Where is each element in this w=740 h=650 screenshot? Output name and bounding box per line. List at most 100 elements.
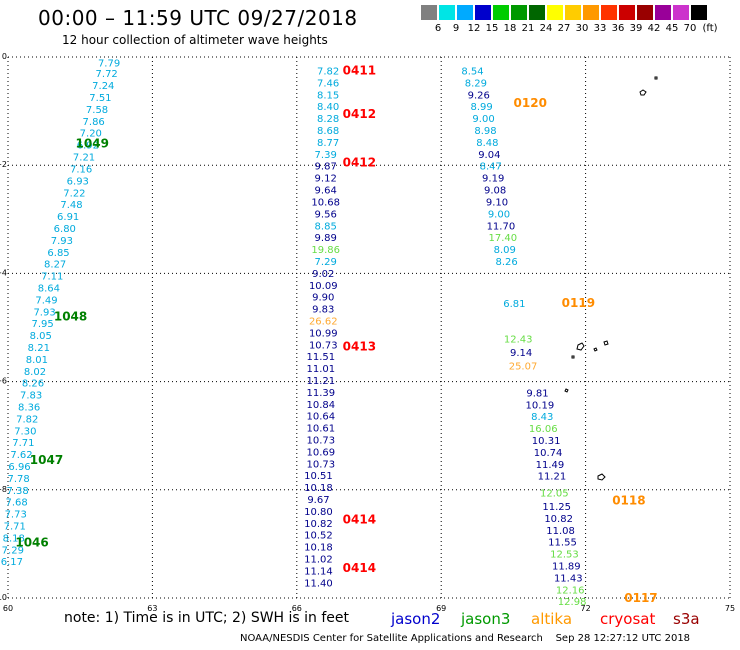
swh-value: 7.93 bbox=[51, 236, 73, 247]
swh-value: 11.70 bbox=[487, 221, 516, 232]
swh-value: 7.39 bbox=[315, 150, 337, 161]
swh-value: 7.83 bbox=[20, 391, 42, 402]
swh-value: 8.48 bbox=[476, 138, 498, 149]
swh-value: 8.47 bbox=[480, 162, 502, 173]
satellite-label-jason3: jason3 bbox=[461, 610, 511, 628]
legend-unit: (ft) bbox=[702, 23, 718, 34]
y-tick-label: −10 bbox=[0, 593, 7, 602]
swh-value: 8.40 bbox=[317, 102, 339, 113]
swh-value: 7.95 bbox=[32, 319, 54, 330]
legend-swatch bbox=[691, 5, 707, 20]
swh-value: 8.99 bbox=[470, 102, 492, 113]
pass-label: 1048 bbox=[54, 310, 87, 324]
swh-value: 9.87 bbox=[315, 162, 337, 173]
legend-label: 39 bbox=[629, 23, 643, 34]
swh-value: 11.21 bbox=[307, 376, 336, 387]
swh-value: 11.08 bbox=[546, 526, 575, 537]
swh-value: 8.85 bbox=[315, 221, 337, 232]
legend-label: 33 bbox=[593, 23, 607, 34]
legend-label: 24 bbox=[539, 23, 553, 34]
swh-value: 7.62 bbox=[10, 450, 32, 461]
swh-value: 7.46 bbox=[317, 78, 339, 89]
legend-label: 15 bbox=[485, 23, 499, 34]
swh-value: 26.62 bbox=[309, 316, 338, 327]
island-outline bbox=[654, 76, 658, 80]
y-tick-label: −6 bbox=[0, 377, 7, 386]
pass-label: 0118 bbox=[612, 494, 645, 508]
swh-value: 11.02 bbox=[304, 555, 333, 566]
swh-value: 10.82 bbox=[304, 519, 333, 530]
swh-value: 11.55 bbox=[548, 538, 577, 549]
legend-swatch bbox=[475, 5, 491, 20]
x-tick-label: 60 bbox=[3, 604, 13, 613]
pass-label: 1049 bbox=[76, 137, 109, 151]
swh-value: 11.01 bbox=[307, 364, 336, 375]
swh-value: 7.79 bbox=[98, 58, 120, 69]
swh-value: 8.15 bbox=[317, 90, 339, 101]
swh-value: 7.22 bbox=[63, 188, 85, 199]
pass-label: 0117 bbox=[624, 591, 657, 605]
x-tick-label: 66 bbox=[292, 604, 302, 613]
legend-swatch bbox=[421, 5, 437, 20]
swh-value: 8.09 bbox=[494, 245, 516, 256]
legend-label: 30 bbox=[575, 23, 589, 34]
swh-value: 9.10 bbox=[486, 197, 508, 208]
x-tick-label: 69 bbox=[436, 604, 446, 613]
swh-value: 12.43 bbox=[504, 334, 533, 345]
island-outline bbox=[639, 89, 647, 96]
satellite-label-cryosat: cryosat bbox=[600, 610, 656, 628]
swh-value: 10.99 bbox=[309, 328, 338, 339]
swh-value: 6.81 bbox=[503, 299, 525, 310]
legend-label: 70 bbox=[683, 23, 697, 34]
x-tick-label: 72 bbox=[581, 604, 591, 613]
swh-value: 10.74 bbox=[534, 448, 563, 459]
satellite-label-s3a: s3a bbox=[673, 610, 700, 628]
swh-value: 9.08 bbox=[484, 186, 506, 197]
legend-swatch bbox=[439, 5, 455, 20]
swh-value: 7.82 bbox=[16, 414, 38, 425]
swh-value: 7.29 bbox=[315, 257, 337, 268]
island-outline bbox=[593, 347, 598, 352]
swh-value: 10.73 bbox=[309, 340, 338, 351]
swh-value: 9.02 bbox=[312, 269, 334, 280]
pass-label: 1046 bbox=[15, 535, 48, 549]
legend-swatch bbox=[655, 5, 671, 20]
legend-swatch bbox=[565, 5, 581, 20]
swh-value: 9.67 bbox=[307, 495, 329, 506]
swh-value: 8.28 bbox=[317, 114, 339, 125]
swh-value: 9.26 bbox=[468, 90, 490, 101]
pass-label: 0414 bbox=[343, 561, 376, 575]
swh-value: 8.68 bbox=[317, 126, 339, 137]
swh-value: 7.29 bbox=[2, 545, 24, 556]
chart-title: 00:00 – 11:59 UTC 09/27/2018 bbox=[38, 6, 358, 30]
swh-value: 11.43 bbox=[554, 573, 583, 584]
swh-value: 10.18 bbox=[304, 483, 333, 494]
swh-value: 9.56 bbox=[315, 209, 337, 220]
swh-value: 10.52 bbox=[304, 531, 333, 542]
swh-value: 10.51 bbox=[304, 471, 333, 482]
legend-label: 36 bbox=[611, 23, 625, 34]
swh-value: 8.54 bbox=[461, 67, 483, 78]
swh-value: 7.30 bbox=[14, 426, 36, 437]
swh-value: 7.71 bbox=[4, 522, 26, 533]
swh-value: 12.53 bbox=[550, 550, 579, 561]
legend-label: 42 bbox=[647, 23, 661, 34]
island-outline bbox=[571, 355, 575, 359]
swh-value: 8.21 bbox=[28, 343, 50, 354]
y-tick-label: 0 bbox=[2, 52, 7, 61]
swh-value: 7.38 bbox=[6, 486, 28, 497]
swh-value: 9.89 bbox=[315, 233, 337, 244]
pass-label: 0414 bbox=[343, 513, 376, 527]
pass-label: 0120 bbox=[514, 96, 547, 110]
swh-value: 19.86 bbox=[311, 245, 340, 256]
swh-value: 25.07 bbox=[509, 361, 538, 372]
swh-value: 9.81 bbox=[526, 388, 548, 399]
x-tick-label: 63 bbox=[147, 604, 157, 613]
swh-value: 17.40 bbox=[488, 233, 517, 244]
legend-swatch bbox=[601, 5, 617, 20]
swh-value: 7.24 bbox=[92, 81, 114, 92]
swh-value: 11.40 bbox=[304, 578, 333, 589]
pass-label: 0412 bbox=[343, 155, 376, 169]
island-outline bbox=[576, 342, 585, 351]
